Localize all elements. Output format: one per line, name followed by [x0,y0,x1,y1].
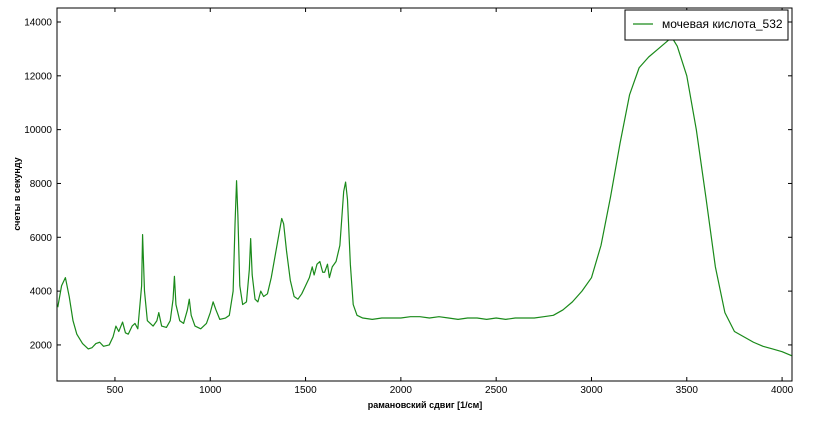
series-line [57,36,792,357]
legend-label: мочевая кислота_532 [662,17,783,31]
x-tick-label: 3500 [676,385,699,396]
y-axis-label: счеты в секунду [12,157,22,230]
x-tick-label: 2500 [485,385,508,396]
x-tick-label: 2000 [390,385,413,396]
y-tick-label: 2000 [30,340,53,351]
y-tick-label: 8000 [30,179,53,190]
x-axis-label: рамановский сдвиг [1/см] [368,400,483,410]
y-tick-label: 14000 [24,17,52,28]
y-tick-label: 6000 [30,233,53,244]
x-tick-label: 3000 [580,385,603,396]
x-tick-label: 4000 [771,385,794,396]
y-tick-label: 10000 [24,125,52,136]
x-tick-label: 500 [107,385,124,396]
y-tick-label: 12000 [24,71,52,82]
plot-frame [56,7,793,382]
x-tick-label: 1000 [199,385,222,396]
legend-box [624,9,789,41]
y-tick-label: 4000 [30,287,53,298]
x-tick-label: 1500 [294,385,317,396]
